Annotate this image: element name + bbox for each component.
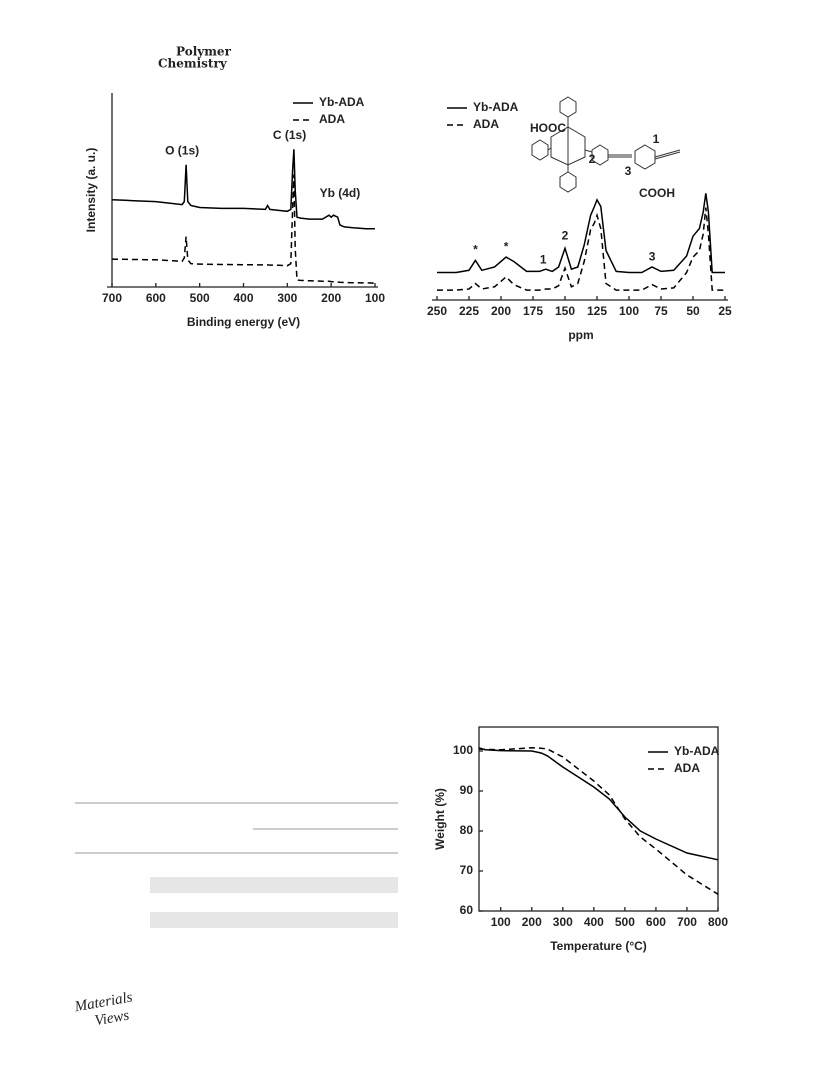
x-tick-label: 175 bbox=[523, 304, 543, 318]
legend-label: ADA bbox=[319, 112, 345, 126]
x-tick-label: 300 bbox=[277, 291, 297, 305]
annotation: * bbox=[473, 243, 478, 257]
legend-label: ADA bbox=[473, 117, 499, 131]
x-tick-label: 600 bbox=[646, 915, 666, 929]
series-line bbox=[111, 149, 375, 230]
structure-label: HOOC bbox=[530, 121, 566, 135]
logo: Views bbox=[94, 1008, 131, 1030]
x-tick-label: 250 bbox=[427, 304, 447, 318]
structure-label: 3 bbox=[625, 164, 632, 178]
y-tick-label: 80 bbox=[460, 823, 474, 837]
x-tick-label: 25 bbox=[718, 304, 732, 318]
table-row-shade bbox=[150, 912, 398, 928]
y-tick-label: 60 bbox=[460, 903, 474, 917]
x-axis-label: Binding energy (eV) bbox=[187, 315, 300, 329]
x-tick-label: 50 bbox=[686, 304, 700, 318]
x-tick-label: 200 bbox=[321, 291, 341, 305]
x-tick-label: 200 bbox=[491, 304, 511, 318]
annotation: Yb (4d) bbox=[320, 186, 361, 200]
x-tick-label: 100 bbox=[365, 291, 385, 305]
annotation: C (1s) bbox=[273, 128, 306, 142]
x-axis-label: Temperature (°C) bbox=[550, 939, 647, 953]
structure-label: 1 bbox=[653, 132, 660, 146]
series-line bbox=[437, 193, 725, 274]
structure-label: COOH bbox=[639, 186, 675, 200]
x-tick-label: 700 bbox=[677, 915, 697, 929]
x-tick-label: 100 bbox=[619, 304, 639, 318]
journal-name: Polymer bbox=[176, 45, 232, 59]
x-tick-label: 225 bbox=[459, 304, 479, 318]
x-tick-label: 800 bbox=[708, 915, 728, 929]
legend-label: Yb-ADA bbox=[674, 744, 720, 758]
y-tick-label: 100 bbox=[453, 743, 473, 757]
legend-label: ADA bbox=[674, 761, 700, 775]
annotation: 2 bbox=[562, 228, 569, 242]
x-tick-label: 500 bbox=[615, 915, 635, 929]
x-tick-label: 75 bbox=[654, 304, 668, 318]
x-tick-label: 600 bbox=[146, 291, 166, 305]
y-axis-label: Intensity (a. u.) bbox=[84, 148, 98, 233]
structure bbox=[531, 96, 681, 193]
x-tick-label: 125 bbox=[587, 304, 607, 318]
annotation: 1 bbox=[540, 253, 547, 267]
x-tick-label: 300 bbox=[553, 915, 573, 929]
series-line bbox=[111, 174, 376, 284]
x-tick-label: 100 bbox=[491, 915, 511, 929]
x-tick-label: 400 bbox=[584, 915, 604, 929]
series-line bbox=[478, 747, 719, 895]
legend-label: Yb-ADA bbox=[319, 95, 365, 109]
annotation: * bbox=[504, 239, 509, 253]
y-axis-label: Weight (%) bbox=[433, 788, 447, 850]
legend-label: Yb-ADA bbox=[473, 100, 519, 114]
y-tick-label: 90 bbox=[460, 783, 474, 797]
annotation: O (1s) bbox=[165, 143, 199, 157]
x-tick-label: 500 bbox=[190, 291, 210, 305]
structure-label: 2 bbox=[589, 152, 596, 166]
x-tick-label: 400 bbox=[233, 291, 253, 305]
series-line bbox=[437, 207, 725, 291]
table-skeleton bbox=[75, 802, 398, 928]
table-row-shade bbox=[150, 877, 398, 893]
y-tick-label: 70 bbox=[460, 863, 474, 877]
x-tick-label: 700 bbox=[102, 291, 122, 305]
x-tick-label: 200 bbox=[522, 915, 542, 929]
plot-frame bbox=[478, 726, 719, 912]
series-line bbox=[478, 747, 719, 861]
x-axis-label: ppm bbox=[568, 328, 593, 342]
annotation: 3 bbox=[649, 249, 656, 263]
journal-name: Chemistry bbox=[158, 57, 228, 71]
x-tick-label: 150 bbox=[555, 304, 575, 318]
